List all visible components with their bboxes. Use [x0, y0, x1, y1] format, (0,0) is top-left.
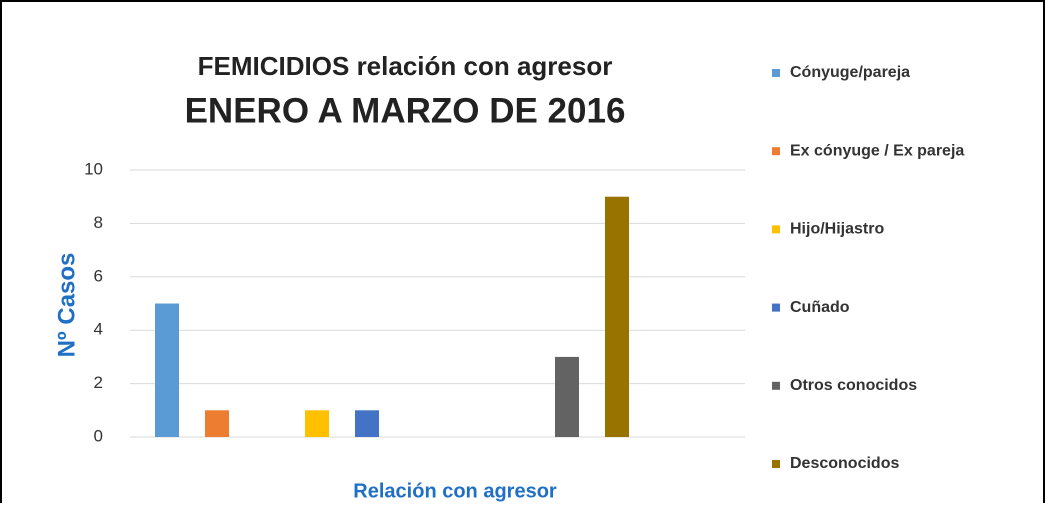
legend-swatch — [772, 225, 780, 234]
x-axis-label: Relación con agresor — [353, 480, 557, 502]
legend-label: Ex cónyuge / Ex pareja — [790, 142, 964, 159]
chart-subtitle: ENERO A MARZO DE 2016 — [185, 91, 626, 130]
legend-swatch — [772, 147, 780, 156]
y-tick-label: 0 — [94, 426, 103, 445]
y-tick-label: 8 — [94, 213, 103, 232]
legend-swatch — [772, 460, 780, 468]
bar — [205, 410, 229, 437]
chart-title: FEMICIDIOS relación con agresor — [198, 51, 613, 81]
legend-swatch — [772, 381, 780, 390]
y-axis-label: Nº Casos — [53, 253, 80, 358]
bar — [555, 356, 579, 437]
y-tick-label: 6 — [94, 266, 103, 285]
legend-label: Otros conocidos — [790, 377, 917, 394]
y-tick-label: 10 — [84, 159, 103, 178]
legend-swatch — [772, 303, 780, 312]
legend-label: Desconocidos — [790, 455, 899, 472]
y-tick-label: 4 — [94, 320, 103, 339]
legend-label: Hijo/Hijastro — [790, 221, 884, 238]
bar — [305, 410, 329, 437]
bar — [355, 410, 379, 437]
legend-label: Cuñado — [790, 299, 850, 316]
legend-label: Cónyuge/pareja — [790, 64, 910, 81]
y-tick-label: 2 — [94, 373, 103, 392]
bar — [155, 303, 179, 437]
bar — [605, 196, 629, 437]
legend-swatch — [772, 69, 780, 77]
